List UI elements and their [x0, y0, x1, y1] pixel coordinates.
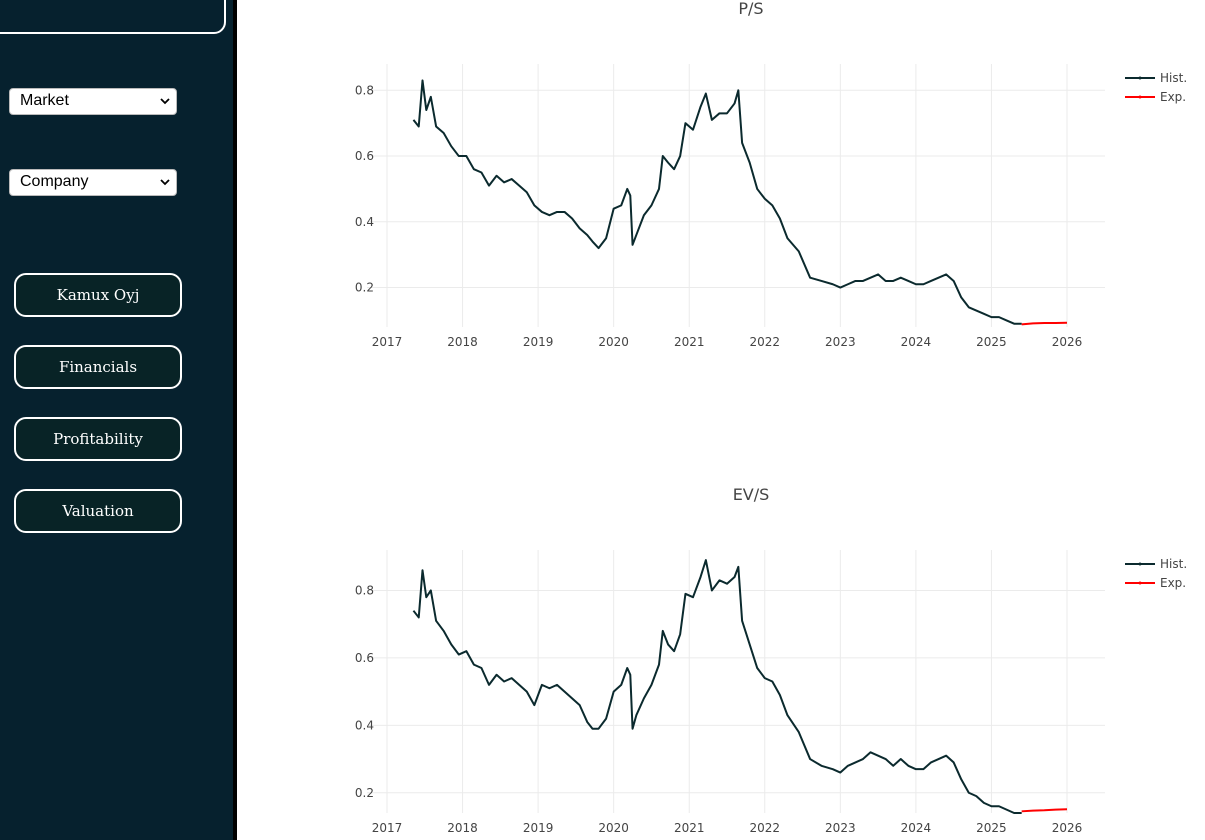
- x-tick-label: 2021: [674, 821, 705, 835]
- y-tick-label: 0.6: [355, 149, 374, 163]
- y-tick-label: 0.8: [355, 583, 374, 597]
- legend-label[interactable]: Hist.: [1160, 557, 1187, 571]
- legend-marker: [1138, 562, 1142, 566]
- x-tick-label: 2019: [523, 821, 554, 835]
- x-tick-label: 2019: [523, 335, 554, 349]
- chevron-down-icon: [160, 179, 170, 186]
- x-tick-label: 2025: [976, 821, 1007, 835]
- series-line-hist: [412, 79, 1022, 325]
- y-tick-label: 0.8: [355, 83, 374, 97]
- y-tick-label: 0.2: [355, 281, 374, 295]
- y-tick-label: 0.2: [355, 786, 374, 800]
- financials-button[interactable]: Financials: [14, 345, 182, 389]
- legend-label[interactable]: Exp.: [1160, 576, 1186, 590]
- x-tick-label: 2023: [825, 821, 856, 835]
- x-tick-label: 2022: [750, 821, 781, 835]
- x-tick-label: 2020: [598, 821, 629, 835]
- x-tick-label: 2026: [1052, 335, 1083, 349]
- company-name-button[interactable]: Kamux Oyj: [14, 273, 182, 317]
- x-tick-label: 2021: [674, 335, 705, 349]
- ps-chart[interactable]: 2017 2018 2019 2020 2021 2022 2023 2024 2025 2026…: [237, 0, 1205, 360]
- x-tick-label: 2026: [1052, 821, 1083, 835]
- x-tick-label: 2024: [901, 821, 932, 835]
- y-tick-label: 0.4: [355, 718, 374, 732]
- x-tick-label: 2022: [750, 335, 781, 349]
- series-line-exp: [1021, 321, 1068, 326]
- chart-title-evs: EV/S: [732, 485, 770, 504]
- market-dropdown[interactable]: Market: [9, 88, 177, 115]
- y-tick-label: 0.6: [355, 651, 374, 665]
- legend-marker: [1138, 581, 1142, 585]
- market-dropdown-value: Market: [20, 92, 69, 109]
- y-tick-label: 0.4: [355, 215, 374, 229]
- x-tick-label: 2018: [447, 335, 478, 349]
- legend-marker: [1138, 76, 1142, 80]
- x-tick-label: 2020: [598, 335, 629, 349]
- x-tick-label: 2017: [372, 821, 403, 835]
- x-tick-label: 2018: [447, 821, 478, 835]
- sidebar-header-panel: [0, 0, 226, 34]
- chevron-down-icon: [160, 98, 170, 105]
- x-tick-label: 2017: [372, 335, 403, 349]
- chart-title-ps: P/S: [738, 0, 764, 18]
- evs-chart[interactable]: 2017 2018 2019 2020 2021 2022 2023 2024 2025 2026…: [237, 486, 1205, 840]
- legend-marker: [1138, 95, 1142, 99]
- x-tick-label: 2024: [901, 335, 932, 349]
- x-tick-label: 2023: [825, 335, 856, 349]
- sidebar: Market Company Kamux Oyj Financials Prof…: [0, 0, 233, 840]
- legend-label[interactable]: Exp.: [1160, 90, 1186, 104]
- legend-label[interactable]: Hist.: [1160, 71, 1187, 85]
- x-tick-label: 2025: [976, 335, 1007, 349]
- series-line-exp: [1021, 808, 1068, 813]
- sidebar-divider: [233, 0, 237, 840]
- valuation-button[interactable]: Valuation: [14, 489, 182, 533]
- series-line-hist: [412, 559, 1022, 814]
- profitability-button[interactable]: Profitability: [14, 417, 182, 461]
- company-dropdown[interactable]: Company: [9, 169, 177, 196]
- company-dropdown-value: Company: [20, 173, 89, 190]
